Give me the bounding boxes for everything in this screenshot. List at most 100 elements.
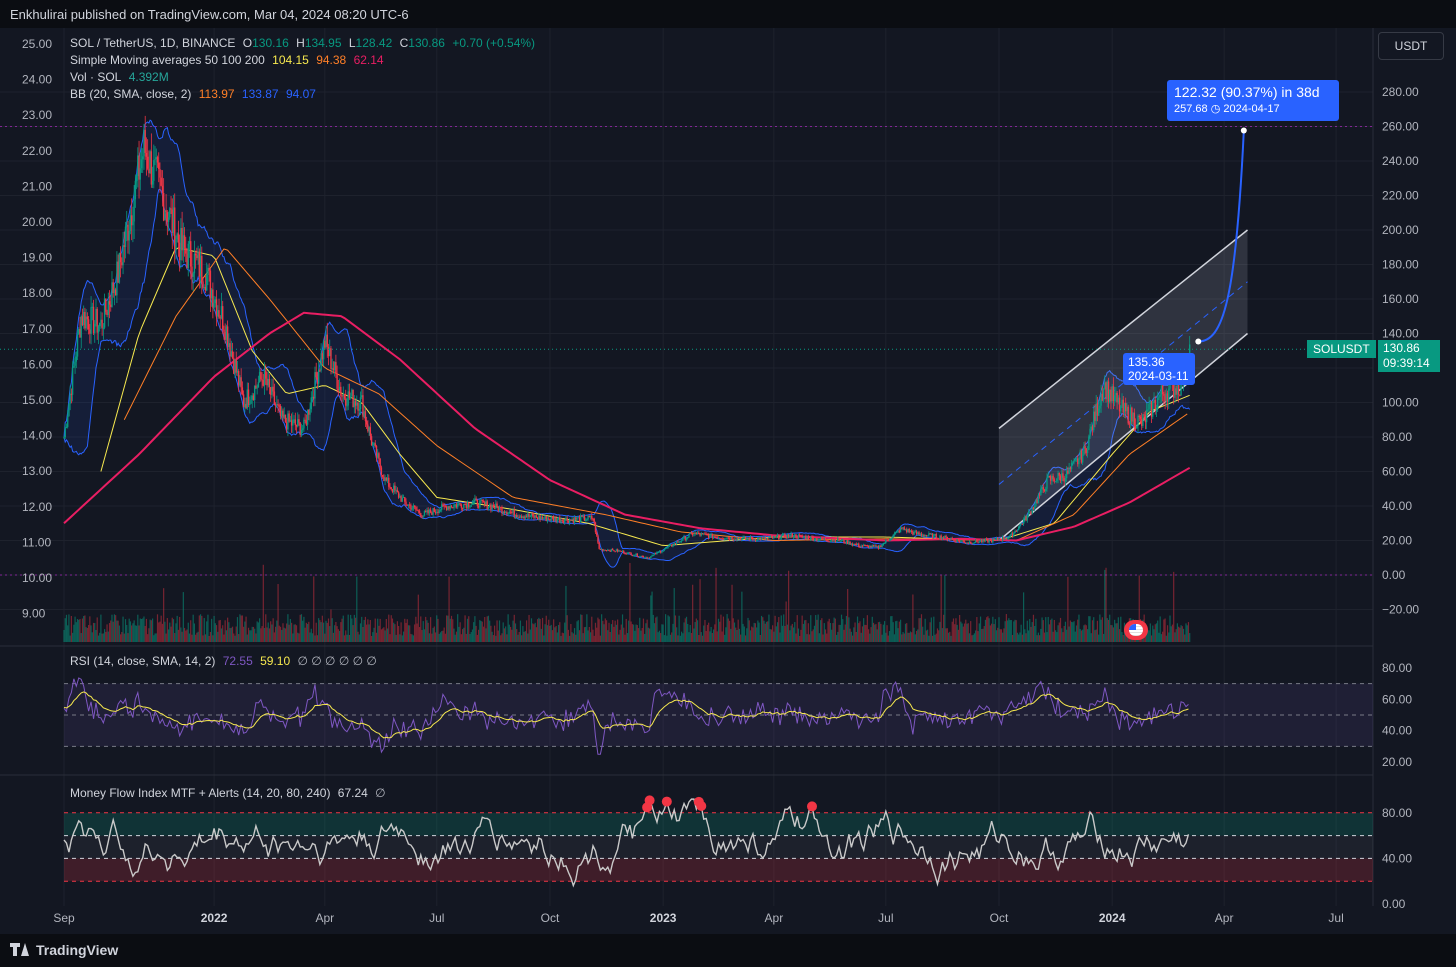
volume-bar — [981, 629, 983, 642]
us-flag-icon[interactable] — [1124, 620, 1148, 640]
volume-bar — [859, 621, 861, 642]
volume-bar — [1008, 618, 1010, 642]
volume-bar — [1016, 632, 1019, 642]
volume-bar — [774, 615, 776, 642]
rsi-panel — [63, 677, 1373, 755]
volume-bar — [597, 617, 599, 642]
price-candle — [1057, 472, 1059, 479]
volume-bar — [1064, 621, 1067, 642]
sma-legend[interactable]: Simple Moving averages 50 100 200 104.15… — [70, 52, 539, 69]
price-candle — [300, 429, 303, 435]
volume-bar — [1042, 620, 1044, 642]
volume-bar — [496, 620, 498, 642]
price-candle — [918, 532, 920, 535]
price-candle — [447, 506, 449, 511]
price-candle — [187, 243, 189, 269]
price-candle — [850, 543, 853, 545]
price-candle — [881, 544, 883, 548]
price-candle — [269, 387, 272, 395]
projection-anchor-label[interactable]: 135.36 2024-03-11 — [1123, 353, 1195, 385]
tradingview-logo[interactable]: TradingView — [10, 942, 118, 958]
price-candle — [379, 458, 381, 468]
volume-bar — [628, 620, 630, 642]
volume-bar — [222, 625, 224, 642]
price-candle — [106, 311, 108, 316]
price-candle — [923, 534, 925, 537]
price-candle — [411, 508, 413, 510]
price-candle — [1065, 470, 1068, 479]
rsi-legend[interactable]: RSI (14, close, SMA, 14, 2) 72.55 59.10 … — [70, 653, 381, 670]
volume-bar — [726, 614, 728, 642]
price-candle — [1144, 414, 1147, 423]
price-candle — [1054, 481, 1057, 483]
price-candle — [1079, 450, 1081, 459]
price-candle — [240, 377, 242, 388]
volume-bar — [414, 624, 416, 642]
price-candle — [203, 287, 205, 289]
price-candle — [242, 394, 245, 408]
volume-bar — [960, 621, 962, 642]
volume-bar — [383, 627, 385, 642]
bb-legend[interactable]: BB (20, SMA, close, 2) 113.97 133.87 94.… — [70, 86, 539, 103]
volume-bar — [452, 619, 454, 642]
chart-canvas[interactable]: 25.0024.0023.0022.0021.0020.0019.0018.00… — [0, 28, 1456, 934]
price-candle — [680, 540, 683, 542]
volume-bar — [615, 624, 617, 642]
price-candle — [114, 289, 117, 296]
price-candle — [935, 534, 937, 538]
volume-bar — [209, 632, 212, 642]
price-candle — [369, 427, 372, 437]
volume-bar — [569, 635, 571, 642]
price-candle — [423, 511, 426, 516]
price-candle — [394, 485, 396, 491]
volume-bar — [267, 622, 269, 642]
volume-bar — [1107, 619, 1110, 642]
price-candle — [1004, 538, 1006, 540]
volume-bar — [229, 628, 231, 642]
volume-bar — [789, 630, 791, 642]
price-candle — [851, 543, 854, 546]
volume-bar — [263, 627, 266, 642]
volume-bar — [757, 620, 759, 642]
price-candle — [754, 538, 757, 541]
volume-bar — [322, 622, 325, 642]
volume-bar — [646, 619, 648, 642]
price-candle — [349, 396, 352, 399]
projection-path — [1195, 127, 1247, 345]
volume-bar — [193, 623, 196, 642]
price-candle — [1125, 403, 1127, 412]
volume-bar — [503, 628, 506, 642]
price-candle — [517, 517, 519, 519]
volume-bar — [154, 633, 156, 642]
volume-bar — [971, 635, 973, 642]
volume-bar — [791, 623, 793, 642]
volume-bar — [495, 635, 497, 642]
price-candle — [840, 540, 843, 542]
price-candle — [966, 542, 968, 544]
price-candle — [1128, 423, 1131, 425]
volume-bar — [89, 616, 91, 642]
volume-bar — [369, 619, 371, 642]
volume-bar — [454, 634, 456, 642]
volume-bar — [388, 614, 390, 642]
volume-bar — [191, 634, 193, 642]
volume-legend[interactable]: Vol · SOL 4.392M — [70, 69, 539, 86]
volume-bar — [576, 621, 578, 642]
x-axis-tick: Jul — [429, 911, 444, 925]
volume-bar — [671, 632, 673, 642]
price-candle — [422, 515, 424, 517]
volume-bar — [132, 623, 134, 642]
price-candle — [172, 207, 175, 233]
price-candle — [1086, 449, 1089, 453]
symbol-label[interactable]: SOL / TetherUS, 1D, BINANCE — [70, 36, 236, 50]
price-candle — [64, 427, 66, 438]
mfi-legend[interactable]: Money Flow Index MTF + Alerts (14, 20, 8… — [70, 785, 390, 802]
price-candle — [1126, 406, 1128, 412]
price-candle — [933, 534, 935, 539]
currency-button[interactable]: USDT — [1378, 32, 1444, 60]
price-candle — [493, 507, 496, 509]
price-candle — [1127, 406, 1129, 424]
volume-bar — [849, 628, 851, 642]
price-candle — [790, 533, 792, 535]
projection-target-label[interactable]: 122.32 (90.37%) in 38d 257.68 ◷ 2024-04-… — [1167, 80, 1339, 121]
